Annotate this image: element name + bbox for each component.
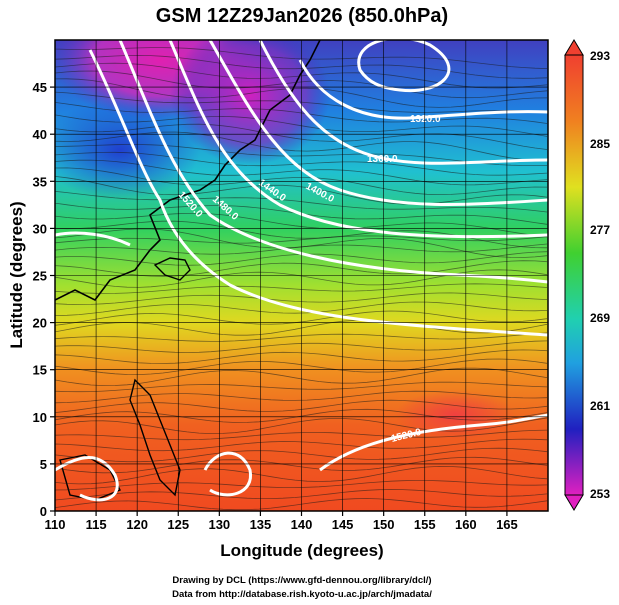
x-tick-label: 160 <box>455 517 477 532</box>
coastline-taiwan <box>153 257 191 281</box>
colorbar-label: 269 <box>590 311 610 325</box>
y-tick-label: 20 <box>33 316 47 331</box>
credit-data: Data from http://database.rish.kyoto-u.a… <box>172 589 432 600</box>
streamline <box>55 114 548 137</box>
x-tick-label: 155 <box>414 517 436 532</box>
streamline <box>55 340 548 353</box>
x-axis-label: Longitude (degrees) <box>220 541 383 560</box>
map-title: GSM 12Z29Jan2026 (850.0hPa) <box>156 5 448 27</box>
y-tick-label: 0 <box>40 504 47 519</box>
y-axis-label: Latitude (degrees) <box>7 201 26 348</box>
x-tick-label: 120 <box>126 517 148 532</box>
colorbar-label: 277 <box>590 223 610 237</box>
colorbar: 293 285 277 269 261 253 <box>564 39 610 511</box>
map-gridlines <box>55 40 548 511</box>
x-tick-label: 125 <box>167 517 189 532</box>
streamline <box>55 260 548 277</box>
contour-1400 <box>208 40 548 206</box>
streamline <box>55 70 548 99</box>
colorbar-top-arrow <box>564 39 584 56</box>
x-tick-label: 130 <box>208 517 230 532</box>
colorbar-label: 261 <box>590 399 610 413</box>
y-tick-label: 30 <box>33 221 47 236</box>
contour-1320-closed <box>357 40 451 93</box>
contour-label: 1360.0 <box>367 154 398 165</box>
x-tick-label: 145 <box>332 517 354 532</box>
streamline <box>55 301 548 317</box>
y-tick-label: 25 <box>33 269 47 284</box>
contour-1520-south <box>55 456 119 502</box>
streamline <box>55 167 548 196</box>
streamline <box>55 332 548 342</box>
x-tick-label: 150 <box>373 517 395 532</box>
contour-1440 <box>168 40 548 239</box>
streamline <box>55 480 548 491</box>
credit-drawing: Drawing by DCL (https://www.gfd-dennou.o… <box>172 575 431 586</box>
streamline <box>55 349 548 364</box>
streamline <box>55 62 548 89</box>
streamline <box>55 498 548 511</box>
streamline <box>55 175 548 205</box>
streamline <box>55 190 548 213</box>
streamline <box>55 417 548 435</box>
streamline <box>55 269 548 288</box>
coastline-mainland <box>55 40 321 302</box>
contour-1520-west <box>55 231 131 247</box>
streamline <box>55 251 548 266</box>
streamline <box>55 447 548 463</box>
streamline <box>55 399 548 414</box>
plot-area: 1320.0 1360.0 1400.0 1440.0 1480.0 1520.… <box>55 40 548 511</box>
contour-1360 <box>258 40 548 165</box>
streamline <box>55 390 548 404</box>
contour-label: 1320.0 <box>410 114 441 125</box>
streamline <box>55 283 548 294</box>
coastline-borneo <box>59 454 121 501</box>
x-tick-label: 140 <box>291 517 313 532</box>
colorbar-scale <box>564 54 584 496</box>
contour-1520-closed <box>203 451 252 497</box>
contour-1480 <box>118 40 548 284</box>
x-axis: 110 115 120 125 130 135 140 145 150 155 160 165 <box>45 511 518 532</box>
contour-1320 <box>298 59 548 120</box>
x-tick-label: 135 <box>250 517 272 532</box>
streamline <box>55 465 548 485</box>
streamline <box>55 235 548 244</box>
streamline <box>55 46 548 69</box>
streamline <box>55 456 548 474</box>
contour-1520-east <box>319 413 548 472</box>
streamline <box>55 159 548 186</box>
streamline <box>55 101 548 124</box>
cool-region <box>55 100 200 200</box>
x-tick-label: 110 <box>45 517 66 532</box>
x-tick-label: 165 <box>496 517 518 532</box>
streamline <box>55 429 548 441</box>
streamline <box>55 358 548 376</box>
x-tick-label: 115 <box>86 517 107 532</box>
streamline <box>55 381 548 393</box>
y-tick-label: 15 <box>33 363 47 378</box>
y-tick-label: 45 <box>33 80 47 95</box>
colorbar-label: 285 <box>590 137 610 151</box>
height-contours <box>55 40 548 502</box>
streamline <box>55 91 548 113</box>
cold-region-northeast <box>170 40 330 165</box>
y-tick-label: 40 <box>33 127 47 142</box>
contour-1520 <box>88 49 548 337</box>
y-tick-label: 10 <box>33 410 47 425</box>
y-axis: 0 5 10 15 20 25 30 35 40 45 <box>33 80 55 519</box>
colorbar-label: 253 <box>590 487 610 501</box>
y-tick-label: 35 <box>33 174 47 189</box>
streamline <box>55 408 548 423</box>
streamline <box>55 489 548 501</box>
colorbar-bottom-arrow <box>564 494 584 511</box>
streamline <box>55 438 548 452</box>
streamline <box>55 243 548 255</box>
y-tick-label: 5 <box>40 457 47 472</box>
streamline <box>55 367 548 387</box>
colorbar-label: 293 <box>590 49 610 63</box>
streamline <box>55 212 548 238</box>
streamline <box>55 292 548 305</box>
